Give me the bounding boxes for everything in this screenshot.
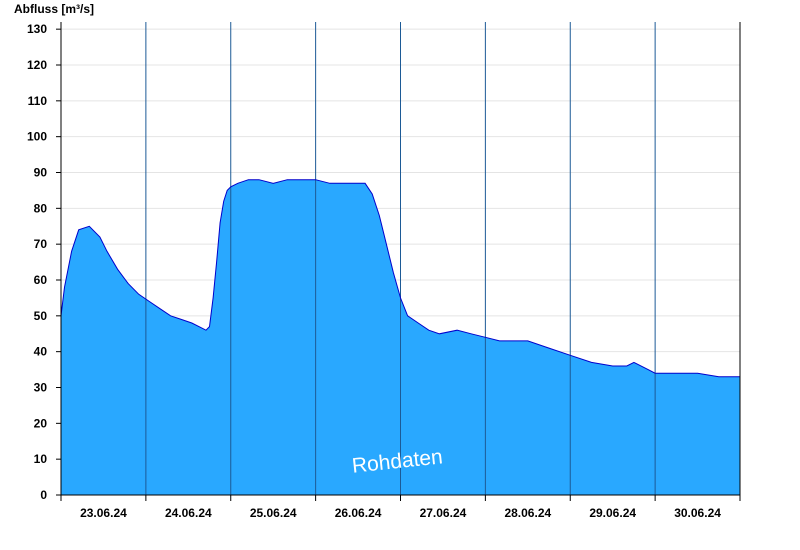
y-tick-label-130: 130 [27, 22, 47, 36]
x-tick-label-1: 23.06.24 [80, 506, 127, 520]
x-tick-label-2: 24.06.24 [165, 506, 212, 520]
y-axis-title: Abfluss [m³/s] [14, 2, 94, 16]
x-ticks: 23.06.24 24.06.24 25.06.24 26.06.24 27.06.24… [60, 495, 741, 520]
discharge-line [60, 179, 740, 378]
y-tick-label-80: 80 [34, 201, 48, 215]
y-tick-label-30: 30 [34, 381, 48, 395]
x-tick-label-4: 26.06.24 [335, 506, 382, 520]
y-tick-label-50: 50 [34, 309, 48, 323]
x-tick-label-5: 27.06.24 [420, 506, 467, 520]
y-tick-label-90: 90 [34, 166, 48, 180]
y-tick-label-40: 40 [34, 345, 48, 359]
y-ticks: 0 10 20 30 40 50 60 70 80 90 100 110 120 130 [27, 22, 61, 502]
x-tick-label-3: 25.06.24 [250, 506, 297, 520]
day-separators [145, 22, 656, 495]
x-tick-label-8: 30.06.24 [674, 506, 721, 520]
y-tick-label-60: 60 [34, 273, 48, 287]
x-tick-label-6: 28.06.24 [504, 506, 551, 520]
y-tick-label-10: 10 [34, 452, 48, 466]
y-tick-label-20: 20 [34, 416, 48, 430]
y-tick-label-120: 120 [27, 58, 47, 72]
y-tick-label-70: 70 [34, 237, 48, 251]
y-tick-label-110: 110 [28, 94, 48, 108]
y-tick-label-100: 100 [27, 130, 47, 144]
y-tick-label-0: 0 [40, 488, 47, 502]
x-tick-label-7: 29.06.24 [589, 506, 636, 520]
